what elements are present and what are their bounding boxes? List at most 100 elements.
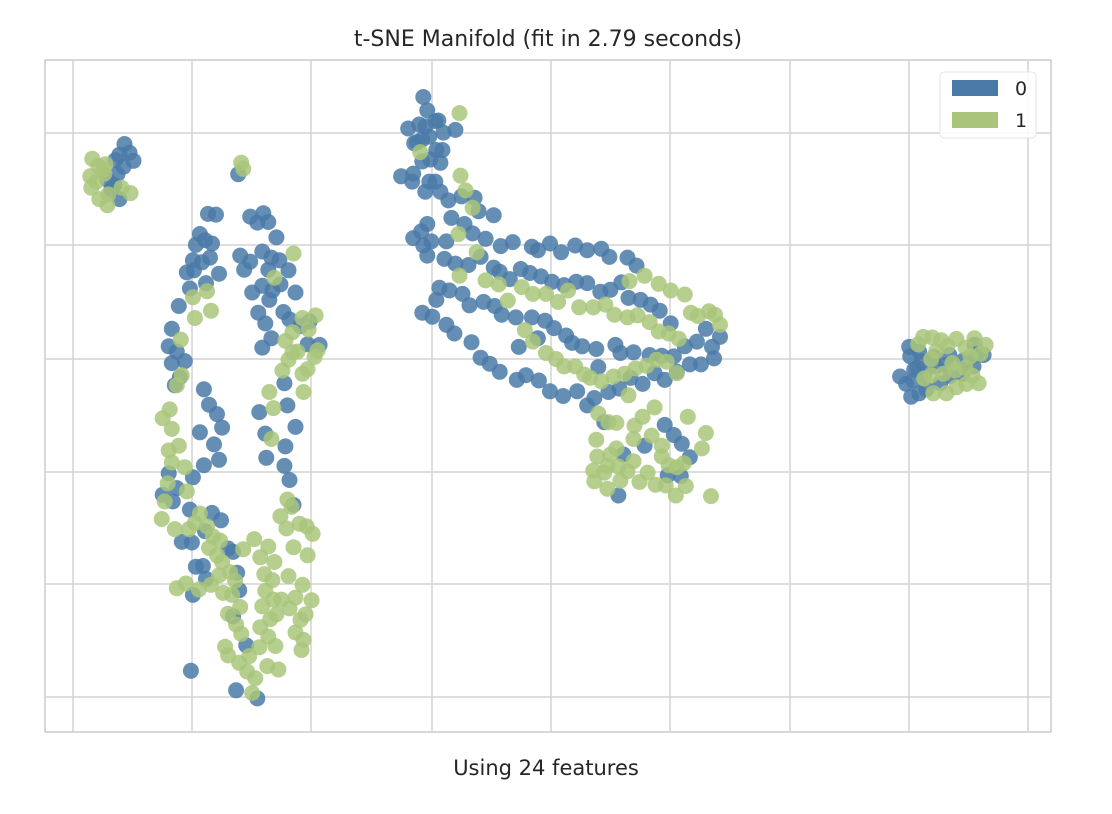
legend-swatch-1 [952,112,998,128]
point-series-0-81 [276,375,293,392]
point-series-1-126 [636,267,653,284]
point-series-1-108 [490,276,507,293]
x-axis-label: Using 24 features [453,756,639,780]
point-series-1-112 [538,285,554,302]
point-series-0-53 [187,558,204,575]
point-series-1-177 [588,431,605,448]
point-series-1-212 [970,375,987,392]
point-series-1-29 [156,493,173,510]
point-series-0-149 [601,248,618,265]
point-series-0-15 [204,235,220,252]
point-series-1-17 [172,331,189,348]
point-series-1-155 [634,408,651,425]
point-series-1-219 [297,606,314,623]
point-series-0-226 [472,349,489,366]
point-series-1-111 [524,285,541,302]
legend-label-1: 1 [1015,110,1027,132]
point-series-1-100 [451,105,468,122]
point-series-0-125 [404,173,421,190]
point-series-0-196 [612,345,629,361]
point-series-0-33 [195,381,212,398]
point-series-1-176 [612,472,629,489]
point-series-1-114 [560,282,577,299]
point-series-0-175 [620,289,637,306]
point-series-0-147 [579,242,596,259]
point-series-0-227 [463,334,480,351]
point-series-0-159 [447,255,464,272]
point-series-0-207 [692,356,709,373]
point-series-1-204 [923,367,940,384]
point-series-1-181 [625,431,642,447]
point-series-1-109 [499,292,516,309]
point-series-1-73 [241,648,258,665]
point-series-1-186 [646,399,663,416]
series-1-points [82,105,994,701]
point-series-0-232 [428,291,445,308]
point-series-1-218 [287,589,304,606]
point-series-0-146 [567,237,584,254]
point-series-0-193 [574,338,591,355]
point-series-1-220 [294,576,311,593]
point-series-0-29 [176,353,193,370]
point-series-1-24 [160,442,177,459]
point-series-1-167 [631,474,648,490]
point-series-0-143 [529,242,546,259]
point-series-1-125 [621,273,638,290]
point-series-0-157 [419,247,436,264]
point-series-1-97 [199,283,215,300]
point-series-1-58 [203,576,219,593]
point-series-1-34 [191,505,208,522]
point-series-0-130 [440,192,457,209]
point-series-0-87 [258,449,275,466]
point-series-1-59 [235,541,252,558]
point-series-1-124 [670,330,687,347]
point-series-0-190 [546,320,562,337]
point-series-1-43 [227,572,244,589]
point-series-0-51 [183,534,200,551]
point-series-0-229 [438,316,455,333]
point-series-1-28 [178,483,195,500]
point-series-1-80 [280,568,297,585]
point-series-1-45 [224,586,241,603]
point-series-1-92 [299,361,316,378]
point-series-1-26 [176,459,193,476]
point-series-0-80 [254,339,271,356]
point-series-0-183 [461,297,478,314]
point-series-0-202 [688,333,705,350]
point-series-1-185 [679,408,696,425]
point-series-0-219 [555,388,572,404]
point-series-1-224 [304,525,321,542]
point-series-0-82 [279,397,296,414]
point-series-1-76 [270,661,287,678]
point-series-0-26 [163,320,180,337]
point-series-1-74 [244,685,261,701]
point-series-1-104 [450,226,467,242]
point-series-1-134 [712,316,728,333]
point-series-0-212 [634,375,651,392]
point-series-0-266 [892,368,909,385]
legend-label-0: 0 [1015,78,1027,100]
point-series-0-40 [195,457,212,474]
point-series-1-116 [585,299,602,316]
point-series-0-264 [903,388,920,405]
point-series-0-35 [209,406,225,423]
point-series-1-128 [662,282,679,299]
point-series-1-25 [163,454,180,471]
point-series-0-70 [232,247,249,264]
point-series-1-113 [550,293,567,310]
point-series-0-113 [447,121,464,138]
point-series-1-230 [307,307,324,324]
point-series-0-92 [260,214,277,230]
point-series-1-231 [294,310,311,326]
point-series-0-218 [569,383,586,400]
point-series-0-119 [434,142,451,158]
point-series-1-106 [451,267,468,284]
point-series-1-56 [177,575,194,592]
point-series-0-12 [208,206,224,223]
point-series-1-120 [629,307,646,324]
point-series-0-98 [287,284,304,301]
point-series-0-223 [508,371,525,388]
point-series-1-233 [277,332,294,349]
point-series-1-163 [667,487,684,504]
point-series-1-77 [267,638,284,654]
